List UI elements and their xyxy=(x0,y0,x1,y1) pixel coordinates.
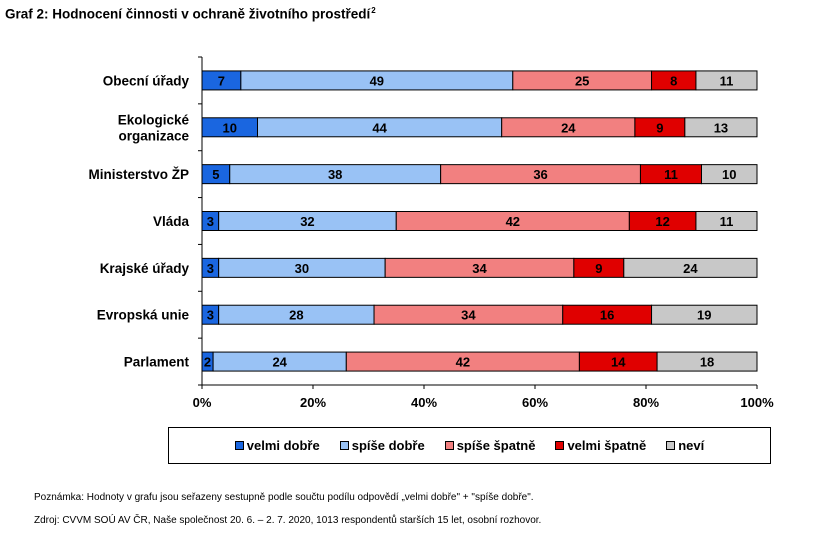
x-tick-label: 100% xyxy=(740,395,774,410)
category-label-line: Parlament xyxy=(124,355,190,370)
data-label: 14 xyxy=(611,355,626,370)
bar-segment xyxy=(623,257,758,278)
data-label: 36 xyxy=(533,167,547,182)
data-label: 49 xyxy=(370,73,384,88)
source-text: Zdroj: CVVM SOÚ AV ČR, Naše společnost 2… xyxy=(34,515,542,526)
data-label: 9 xyxy=(656,120,663,135)
chart-legend: velmi dobře spíše dobře spíše špatně velmi … xyxy=(168,427,771,464)
legend-label: neví xyxy=(678,438,705,453)
data-label: 3 xyxy=(207,261,214,276)
data-label: 34 xyxy=(461,308,476,323)
category-label-line: Evropská unie xyxy=(97,308,190,323)
chart-title: Graf 2: Hodnocení činnosti v ochraně živ… xyxy=(5,6,376,22)
x-tick-label: 20% xyxy=(300,395,326,410)
category-label: Krajské úřady xyxy=(100,261,190,276)
data-label: 13 xyxy=(714,120,728,135)
legend-item: neví xyxy=(666,438,704,453)
data-label: 24 xyxy=(272,355,287,370)
data-label: 25 xyxy=(575,73,589,88)
data-label: 9 xyxy=(595,261,602,276)
category-label-line: organizace xyxy=(118,128,189,143)
data-label: 44 xyxy=(372,120,387,135)
category-label: Evropská unie xyxy=(97,308,190,323)
category-label-line: Ministerstvo ŽP xyxy=(88,167,189,182)
data-label: 3 xyxy=(207,214,214,229)
data-label: 3 xyxy=(207,308,214,323)
category-label-line: Vláda xyxy=(153,214,190,229)
legend-item: spíše dobře xyxy=(339,438,425,453)
data-label: 16 xyxy=(600,308,614,323)
data-label: 12 xyxy=(655,214,669,229)
bar-segment xyxy=(651,304,758,325)
data-label: 10 xyxy=(722,167,736,182)
data-label: 11 xyxy=(664,167,678,182)
legend-swatch xyxy=(234,441,244,450)
legend-label: spíše dobře xyxy=(351,438,425,453)
legend-item: spíše špatně xyxy=(444,438,536,453)
data-label: 18 xyxy=(700,355,714,370)
legend-item: velmi dobře xyxy=(234,438,320,453)
data-label: 30 xyxy=(295,261,309,276)
data-label: 19 xyxy=(697,308,711,323)
chart: 0% 20% 40% 60% 80% 100%Obecní úřady 7 49 25 8 11Ek… xyxy=(88,56,774,410)
bar-segment xyxy=(684,117,758,138)
data-label: 2 xyxy=(204,355,211,370)
data-label: 5 xyxy=(212,167,219,182)
x-tick-label: 0% xyxy=(193,395,212,410)
category-label: Ekologické organizace xyxy=(118,112,190,143)
legend-swatch xyxy=(444,441,454,450)
category-label: Obecní úřady xyxy=(103,73,190,88)
legend-swatch xyxy=(339,441,349,450)
data-label: 28 xyxy=(289,308,303,323)
category-label: Vláda xyxy=(153,214,190,229)
legend-swatch xyxy=(555,441,565,450)
data-label: 34 xyxy=(472,261,487,276)
x-tick-label: 40% xyxy=(411,395,437,410)
category-label-line: Ekologické xyxy=(118,112,190,127)
legend-label: velmi dobře xyxy=(246,438,320,453)
category-label: Ministerstvo ŽP xyxy=(88,167,189,182)
data-label: 32 xyxy=(300,214,314,229)
data-label: 24 xyxy=(683,261,698,276)
bar-segment xyxy=(701,164,758,185)
x-tick-label: 60% xyxy=(522,395,548,410)
note-text: Poznámka: Hodnoty v grafu jsou seřazeny … xyxy=(34,492,534,503)
x-tick-label: 80% xyxy=(633,395,659,410)
data-label: 11 xyxy=(720,214,734,229)
data-label: 42 xyxy=(506,214,520,229)
category-label-line: Obecní úřady xyxy=(103,73,190,88)
legend-item: velmi špatně xyxy=(555,438,646,453)
legend-label: spíše špatně xyxy=(456,438,536,453)
data-label: 11 xyxy=(720,73,734,88)
legend-swatch xyxy=(666,441,676,450)
category-label: Parlament xyxy=(124,355,190,370)
bar-segment xyxy=(695,211,758,231)
data-label: 7 xyxy=(218,73,225,88)
bar-segment xyxy=(656,351,758,372)
bar-segment xyxy=(695,70,758,91)
data-label: 38 xyxy=(328,167,342,182)
legend-label: velmi špatně xyxy=(567,438,647,453)
data-label: 8 xyxy=(670,73,677,88)
category-label-line: Krajské úřady xyxy=(100,261,190,276)
data-label: 10 xyxy=(223,120,237,135)
data-label: 42 xyxy=(456,355,470,370)
data-label: 24 xyxy=(561,120,576,135)
